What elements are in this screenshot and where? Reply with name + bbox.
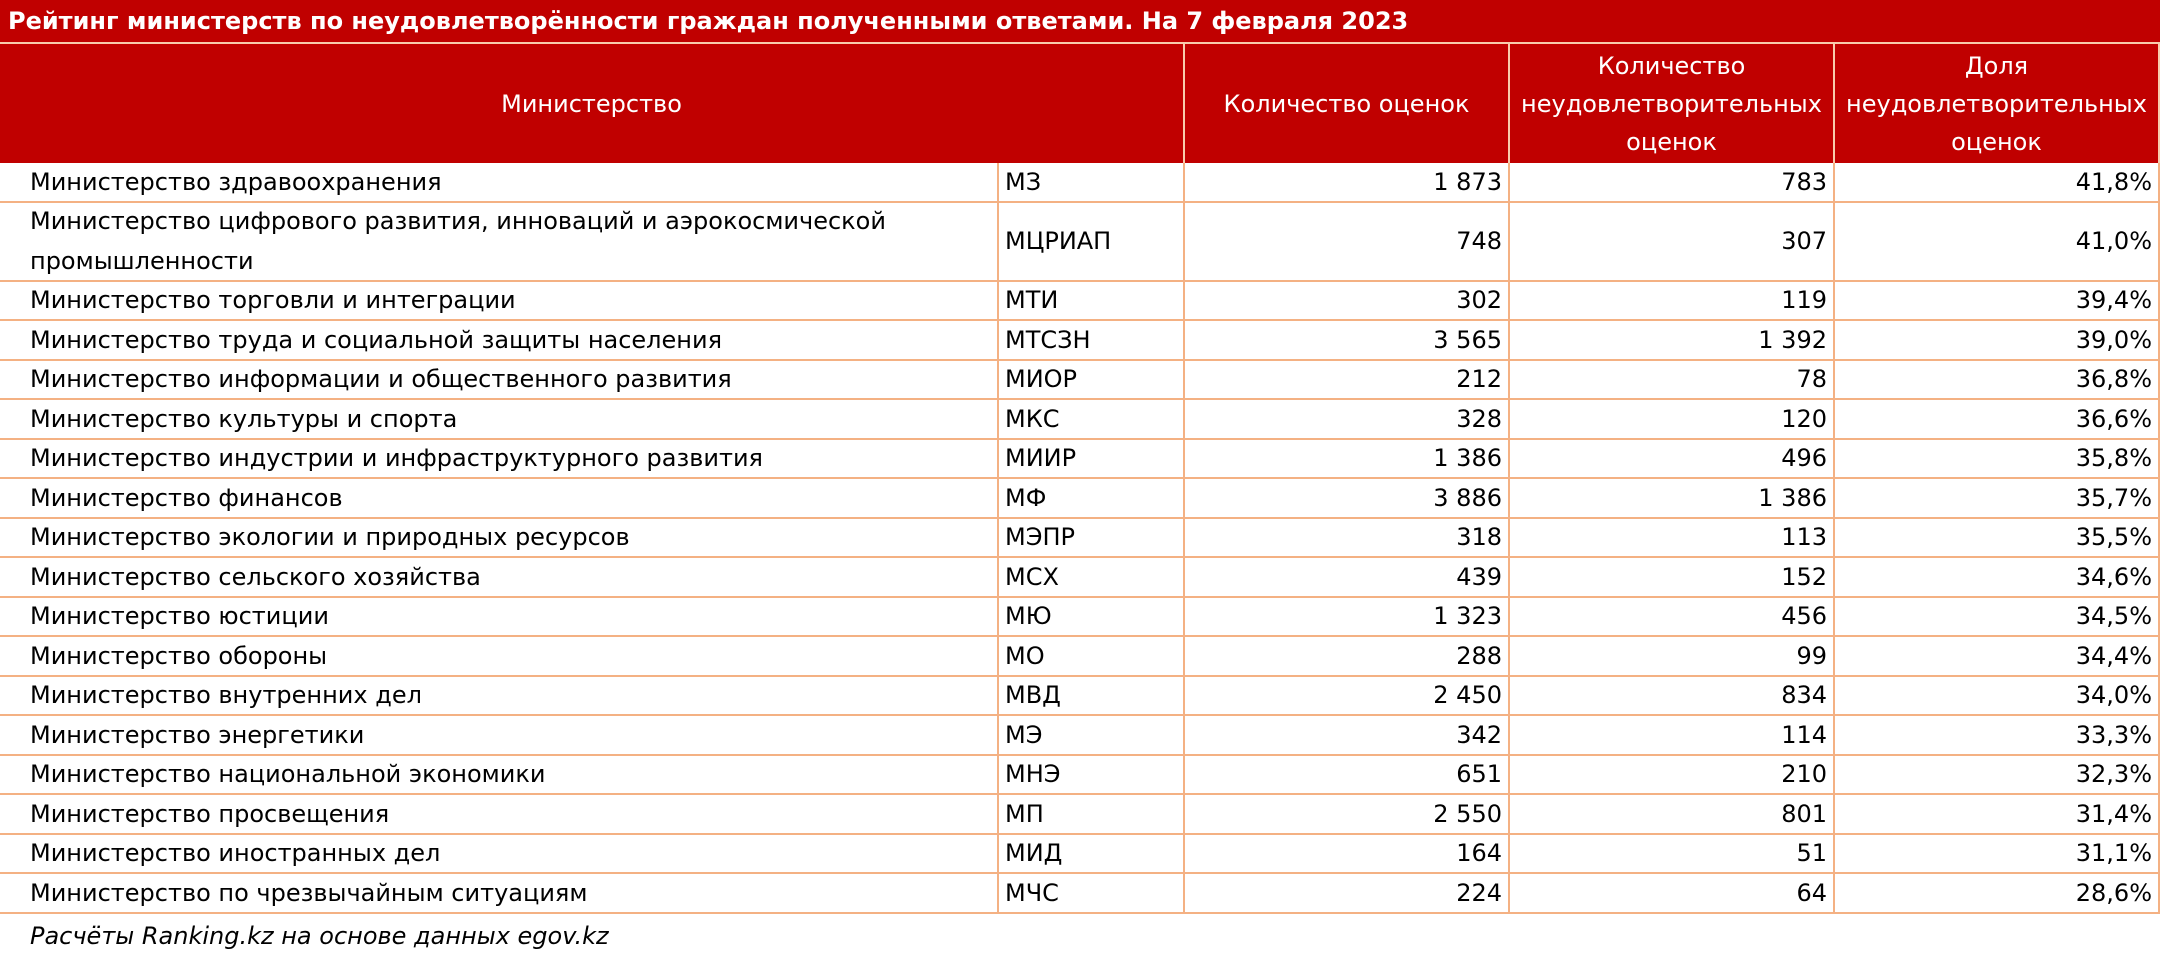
unsatisfactory-count: 119	[1510, 281, 1835, 321]
unsatisfactory-count: 1 386	[1510, 479, 1835, 519]
ministry-abbr: МЭПР	[999, 518, 1185, 558]
unsatisfactory-count: 307	[1510, 202, 1835, 282]
ratings-count: 1 386	[1185, 439, 1510, 479]
ministry-name: Министерство иностранных дел	[0, 834, 999, 874]
ministry-name: Министерство по чрезвычайным ситуациям	[0, 874, 999, 914]
ministry-name: Министерство труда и социальной защиты н…	[0, 321, 999, 361]
ratings-count: 2 450	[1185, 676, 1510, 716]
ministry-abbr: МТСЗН	[999, 321, 1185, 361]
unsatisfactory-count: 801	[1510, 795, 1835, 835]
unsatisfactory-share: 34,4%	[1835, 637, 2160, 677]
unsatisfactory-share: 31,1%	[1835, 834, 2160, 874]
ministry-name: Министерство информации и общественного …	[0, 360, 999, 400]
ministry-name: Министерство экологии и природных ресурс…	[0, 518, 999, 558]
ministry-abbr: МЧС	[999, 874, 1185, 914]
ministry-abbr: МФ	[999, 479, 1185, 519]
unsatisfactory-count: 496	[1510, 439, 1835, 479]
ratings-count: 318	[1185, 518, 1510, 558]
ratings-count: 1 873	[1185, 163, 1510, 203]
unsatisfactory-share: 31,4%	[1835, 795, 2160, 835]
unsatisfactory-share: 33,3%	[1835, 716, 2160, 756]
ministry-name: Министерство финансов	[0, 479, 999, 519]
ratings-count: 328	[1185, 400, 1510, 440]
ratings-count: 1 323	[1185, 597, 1510, 637]
ministry-abbr: МЭ	[999, 716, 1185, 756]
ministry-abbr: МП	[999, 795, 1185, 835]
unsatisfactory-share: 41,8%	[1835, 163, 2160, 203]
ministry-name: Министерство обороны	[0, 637, 999, 677]
ministry-name: Министерство здравоохранения	[0, 163, 999, 203]
ratings-count: 748	[1185, 202, 1510, 282]
ratings-count: 3 565	[1185, 321, 1510, 361]
ratings-count: 164	[1185, 834, 1510, 874]
ministry-abbr: МИОР	[999, 360, 1185, 400]
unsatisfactory-count: 64	[1510, 874, 1835, 914]
ratings-count: 342	[1185, 716, 1510, 756]
unsatisfactory-count: 783	[1510, 163, 1835, 203]
unsatisfactory-count: 834	[1510, 676, 1835, 716]
unsatisfactory-share: 35,8%	[1835, 439, 2160, 479]
ministry-abbr: МКС	[999, 400, 1185, 440]
ministry-abbr: МНЭ	[999, 755, 1185, 795]
unsatisfactory-share: 28,6%	[1835, 874, 2160, 914]
unsatisfactory-count: 99	[1510, 637, 1835, 677]
table-title: Рейтинг министерств по неудовлетворённос…	[0, 0, 2160, 44]
ministry-abbr: МО	[999, 637, 1185, 677]
ratings-count: 3 886	[1185, 479, 1510, 519]
unsatisfactory-share: 32,3%	[1835, 755, 2160, 795]
unsatisfactory-count: 114	[1510, 716, 1835, 756]
ministry-name: Министерство национальной экономики	[0, 755, 999, 795]
ministry-name: Министерство культуры и спорта	[0, 400, 999, 440]
ministry-abbr: МЗ	[999, 163, 1185, 203]
ratings-count: 2 550	[1185, 795, 1510, 835]
ministry-name: Министерство юстиции	[0, 597, 999, 637]
ratings-count: 651	[1185, 755, 1510, 795]
ratings-count: 439	[1185, 558, 1510, 598]
unsatisfactory-share: 34,5%	[1835, 597, 2160, 637]
unsatisfactory-count: 210	[1510, 755, 1835, 795]
unsatisfactory-count: 78	[1510, 360, 1835, 400]
ratings-count: 288	[1185, 637, 1510, 677]
unsatisfactory-share: 34,0%	[1835, 676, 2160, 716]
column-header: Количество неудовлетворительных оценок	[1510, 44, 1835, 163]
source-note: Расчёты Ranking.kz на основе данных egov…	[30, 922, 609, 951]
ministry-name: Министерство внутренних дел	[0, 676, 999, 716]
ratings-count: 224	[1185, 874, 1510, 914]
ministry-name: Министерство индустрии и инфраструктурно…	[0, 439, 999, 479]
unsatisfactory-count: 51	[1510, 834, 1835, 874]
ministry-name: Министерство цифрового развития, инновац…	[0, 202, 999, 282]
column-header: Доля неудовлетворительных оценок	[1835, 44, 2160, 163]
ministry-name: Министерство сельского хозяйства	[0, 558, 999, 598]
unsatisfactory-count: 152	[1510, 558, 1835, 598]
ministry-name: Министерство энергетики	[0, 716, 999, 756]
unsatisfactory-count: 456	[1510, 597, 1835, 637]
ministry-abbr: МИИР	[999, 439, 1185, 479]
ministry-abbr: МЦРИАП	[999, 202, 1185, 282]
unsatisfactory-count: 113	[1510, 518, 1835, 558]
ratings-count: 302	[1185, 281, 1510, 321]
ministry-abbr: МВД	[999, 676, 1185, 716]
ministry-name: Министерство торговли и интеграции	[0, 281, 999, 321]
column-header: Министерство	[0, 44, 1185, 163]
ministry-abbr: МИД	[999, 834, 1185, 874]
unsatisfactory-share: 41,0%	[1835, 202, 2160, 282]
ministry-abbr: МСХ	[999, 558, 1185, 598]
unsatisfactory-share: 36,6%	[1835, 400, 2160, 440]
unsatisfactory-share: 34,6%	[1835, 558, 2160, 598]
ratings-count: 212	[1185, 360, 1510, 400]
unsatisfactory-count: 120	[1510, 400, 1835, 440]
unsatisfactory-share: 39,4%	[1835, 281, 2160, 321]
column-header: Количество оценок	[1185, 44, 1510, 163]
unsatisfactory-share: 36,8%	[1835, 360, 2160, 400]
ministry-name: Министерство просвещения	[0, 795, 999, 835]
unsatisfactory-share: 35,5%	[1835, 518, 2160, 558]
unsatisfactory-share: 39,0%	[1835, 321, 2160, 361]
unsatisfactory-share: 35,7%	[1835, 479, 2160, 519]
ministry-abbr: МТИ	[999, 281, 1185, 321]
ministry-abbr: МЮ	[999, 597, 1185, 637]
unsatisfactory-count: 1 392	[1510, 321, 1835, 361]
